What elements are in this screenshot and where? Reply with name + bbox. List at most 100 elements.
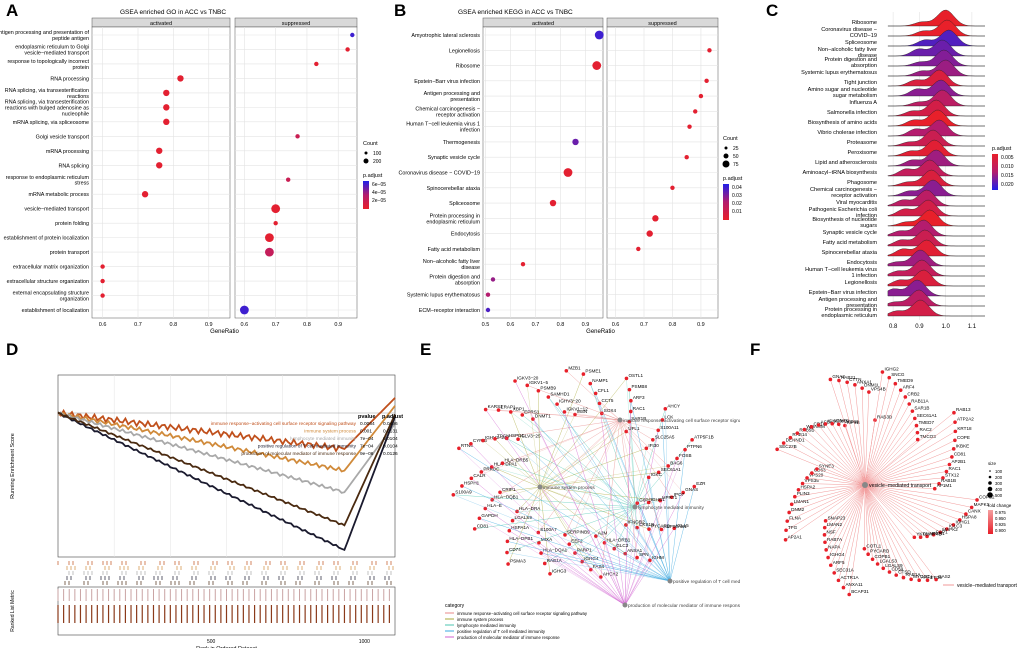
gene-node (525, 383, 530, 388)
gene-label: HSPH1 (464, 480, 480, 485)
gene-node (934, 577, 938, 582)
network-edge (864, 396, 906, 486)
legend-color-label: 6e−05 (372, 182, 386, 188)
series-name: positive regulation of T cell mediated i… (258, 444, 357, 450)
network-edge (624, 506, 636, 554)
data-point (100, 278, 105, 284)
category-label: Thermogenesis (443, 140, 480, 146)
category-label: Spinocerebellar ataxia (427, 186, 480, 192)
ridge-label-line: sugars (860, 223, 877, 229)
network-edge (509, 530, 626, 606)
ridge-shape (887, 19, 985, 37)
gene-node (498, 490, 502, 495)
gene-node (915, 437, 920, 442)
network-edge (569, 419, 621, 545)
ridge-label: Legionellosis (845, 280, 878, 286)
es-curve (57, 411, 396, 494)
hub-label: production of molecular mediator of immu… (628, 603, 740, 609)
category-label: Coronavirus disease − COVID−19 (399, 171, 481, 177)
ridge-shape (887, 99, 985, 117)
network-edge (864, 431, 956, 486)
network-edge (541, 552, 671, 582)
gene-label: IGKV3−20 (517, 375, 539, 380)
network-edge (864, 425, 917, 486)
network-edge (827, 484, 866, 558)
data-point (100, 264, 105, 269)
gene-label: CTSD (898, 570, 911, 575)
network-edge (824, 484, 866, 543)
network-edge (791, 484, 866, 505)
category-label-line: Endocytosis (451, 232, 480, 238)
gene-node (822, 533, 827, 537)
gene-label: GAPDH (481, 513, 497, 518)
facet-label-suppressed: suppressed (282, 21, 310, 27)
category-label-line: Thermogenesis (443, 140, 480, 146)
gene-label: RAB1A (905, 572, 921, 577)
network-edge (494, 438, 541, 488)
network-edge (564, 411, 626, 606)
category-label: mRNA metabolic process (28, 192, 89, 198)
category-label-line: establishment of localization (22, 308, 89, 314)
gene-label: KRT18 (957, 426, 972, 431)
category-label: Human T−cell leukemia virus 1 infection (406, 122, 480, 134)
network-edge (574, 552, 671, 582)
gene-label: VPS35 (805, 478, 820, 483)
legend-size-label: 500 (995, 493, 1003, 498)
network-edge (864, 484, 934, 535)
category-label: Amyotrophic lateral sclerosis (411, 33, 480, 39)
gene-label: CYRIB (473, 438, 487, 443)
x-tick-label: 1000 (359, 639, 370, 645)
network-edge (864, 484, 960, 521)
legend-fold-label: 0.975 (995, 510, 1006, 515)
legend-size-label: 100 (373, 151, 382, 157)
ridge-label-line: Peroxisome (847, 150, 877, 156)
legend-item: lymphocyte mediated immunity (457, 623, 517, 628)
ridge-label: Amino sugar and nucleotide sugar metaboli… (808, 87, 878, 99)
gene-label: IGHV3−20 (559, 399, 581, 404)
network-edge (864, 484, 928, 581)
gene-node (469, 476, 474, 481)
data-point (698, 93, 704, 99)
gene-label: IGKV1−12 (566, 406, 588, 411)
category-label-line: reactions (67, 94, 89, 100)
gene-label: RAC2 (919, 427, 932, 432)
gene-label: PARP1 (577, 548, 592, 553)
gene-label: CCT5 (601, 398, 613, 403)
gene-label: SERPINB9 (567, 529, 590, 534)
network-edge (864, 411, 913, 486)
network-edge (790, 437, 866, 486)
network-edge (619, 419, 684, 493)
network-edge (864, 412, 955, 486)
ridge-label-line: Tight junction (844, 80, 877, 86)
category-label-line: Chemical carcinogenesis − (415, 106, 480, 112)
gene-label: SPN (639, 552, 648, 557)
gene-node (506, 562, 510, 566)
network-edge (830, 379, 866, 486)
gene-node (826, 555, 830, 560)
gene-label: LMAN1 (794, 499, 810, 504)
network-edge (832, 423, 866, 486)
ridge-label: Pathogenic Escherichia coli infection (809, 207, 877, 219)
gene-label: RTN4 (461, 443, 473, 448)
series-name: lymphocyte mediated immunity (290, 436, 356, 442)
gene-label: RAB1B (941, 478, 956, 483)
series-name: immune system process (304, 429, 356, 435)
category-label: Ribosome (456, 64, 480, 70)
network-edge (619, 419, 659, 431)
network-edge (789, 484, 866, 513)
gene-node (860, 386, 864, 390)
facet-panel-activated (91, 26, 231, 319)
gene-node (845, 380, 849, 385)
legend-item: production of molecular mediator of immu… (457, 635, 560, 640)
category-label: RNA processing (50, 76, 89, 82)
network-edge (864, 484, 920, 581)
network-edge (848, 484, 866, 595)
gene-label: SYNE3 (819, 463, 835, 468)
plot-title: GSEA enriched KEGG in ACC vs TNBC (458, 9, 573, 16)
network-edge (864, 484, 948, 530)
network-edge (824, 484, 866, 528)
network-edge (539, 421, 630, 488)
gsea-plot: D Running Enrichment Score pvalue p.adjust… (6, 340, 403, 652)
network-edge (491, 466, 541, 488)
ridge-label: Aminoacyl−tRNA biosynthesis (803, 170, 878, 176)
